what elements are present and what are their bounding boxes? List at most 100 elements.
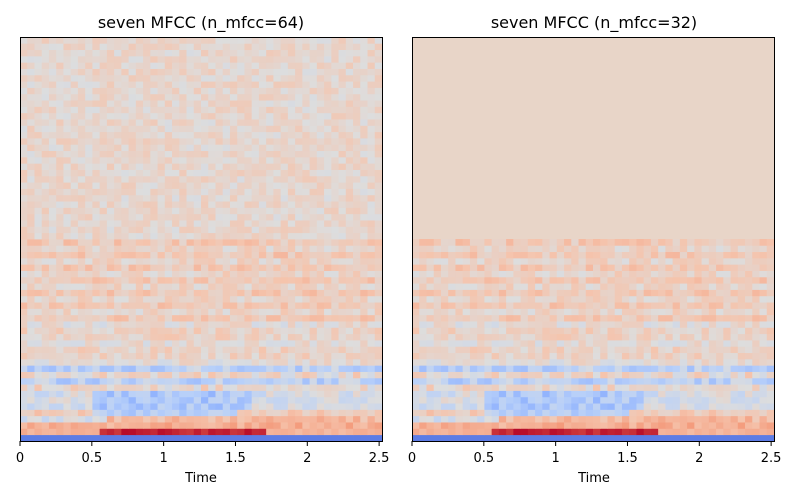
heatmap-cell bbox=[208, 276, 216, 284]
heatmap-cell bbox=[412, 283, 420, 290]
heatmap-cell bbox=[708, 270, 717, 278]
heatmap-cell bbox=[556, 327, 565, 335]
heatmap-cell bbox=[237, 175, 245, 183]
heatmap-cell bbox=[186, 390, 195, 398]
heatmap-cell bbox=[244, 144, 253, 152]
heatmap-cell bbox=[266, 264, 274, 271]
heatmap-cell bbox=[374, 220, 383, 227]
heatmap-cell bbox=[316, 150, 325, 158]
heatmap-cell bbox=[215, 289, 224, 297]
heatmap-cell bbox=[193, 68, 202, 76]
heatmap-cell bbox=[316, 93, 325, 101]
heatmap-cell bbox=[244, 87, 253, 95]
heatmap-cell bbox=[20, 62, 28, 69]
heatmap-cell bbox=[679, 340, 688, 347]
heatmap-cell bbox=[324, 163, 332, 170]
heatmap-cell bbox=[63, 220, 72, 227]
heatmap-cell bbox=[135, 201, 144, 208]
heatmap-cell bbox=[353, 169, 361, 177]
heatmap-cell bbox=[150, 213, 158, 221]
heatmap-cell bbox=[316, 428, 325, 436]
heatmap-cell bbox=[331, 100, 339, 107]
heatmap-cell bbox=[237, 188, 245, 196]
heatmap-cell bbox=[564, 434, 572, 442]
heatmap-cell bbox=[316, 220, 325, 227]
heatmap-cell bbox=[440, 340, 449, 347]
heatmap-cell bbox=[607, 251, 616, 259]
heatmap-cell bbox=[491, 302, 500, 309]
heatmap-cell bbox=[295, 283, 303, 290]
heatmap-cell bbox=[367, 321, 376, 328]
heatmap-cell bbox=[506, 340, 514, 347]
heatmap-cell bbox=[295, 377, 303, 385]
heatmap-cell bbox=[549, 308, 558, 316]
heatmap-cell bbox=[498, 264, 507, 271]
heatmap-cell bbox=[643, 245, 652, 253]
heatmap-cell bbox=[412, 396, 420, 404]
heatmap-cell bbox=[462, 340, 471, 347]
heatmap-cell bbox=[506, 302, 514, 309]
heatmap-cell bbox=[135, 112, 144, 120]
heatmap-cell bbox=[737, 365, 746, 372]
x-axis-right: 0 0.5 1 1.5 2 2.5 bbox=[408, 441, 781, 466]
heatmap-cell bbox=[34, 112, 43, 120]
heatmap-cell bbox=[360, 81, 368, 88]
heatmap-cell bbox=[41, 43, 50, 51]
heatmap-cell bbox=[92, 201, 101, 208]
heatmap-cell bbox=[280, 346, 289, 354]
heatmap-cell bbox=[121, 175, 129, 183]
heatmap-cell bbox=[215, 138, 224, 145]
heatmap-cell bbox=[128, 390, 137, 398]
heatmap-cell bbox=[498, 327, 507, 335]
heatmap-cell bbox=[287, 37, 296, 44]
heatmap-cell bbox=[353, 37, 361, 44]
heatmap-cell bbox=[77, 163, 86, 170]
heatmap-cell bbox=[338, 365, 347, 372]
heatmap-cell bbox=[201, 358, 209, 366]
heatmap-cell bbox=[222, 100, 231, 107]
heatmap-cell bbox=[208, 194, 216, 202]
heatmap-cell bbox=[99, 257, 108, 265]
heatmap-cell bbox=[208, 232, 216, 240]
heatmap-cell bbox=[229, 213, 238, 221]
heatmap-cell bbox=[716, 308, 724, 316]
heatmap-cell bbox=[593, 422, 601, 429]
heatmap-cell bbox=[331, 245, 339, 253]
heatmap-cell bbox=[520, 340, 529, 347]
heatmap-cell bbox=[419, 321, 427, 328]
heatmap-cell bbox=[367, 119, 376, 126]
heatmap-cell bbox=[629, 321, 637, 328]
heatmap-cell bbox=[164, 169, 173, 177]
heatmap-cell bbox=[302, 358, 310, 366]
heatmap-cell bbox=[237, 112, 245, 120]
heatmap-cell bbox=[85, 352, 93, 360]
heatmap-cell bbox=[309, 37, 318, 44]
heatmap-cell bbox=[85, 207, 93, 215]
heatmap-cell bbox=[440, 428, 449, 436]
heatmap-cell bbox=[469, 333, 478, 341]
heatmap-cell bbox=[244, 226, 253, 234]
heatmap-cell bbox=[455, 276, 464, 284]
heatmap-cell bbox=[484, 308, 493, 316]
heatmap-cell bbox=[672, 428, 681, 436]
heatmap-cell bbox=[157, 409, 166, 417]
heatmap-cell bbox=[513, 321, 521, 328]
heatmap-cell bbox=[752, 415, 760, 423]
heatmap-cell bbox=[229, 93, 238, 101]
heatmap-cell bbox=[723, 358, 731, 366]
heatmap-cell bbox=[737, 415, 746, 423]
heatmap-cell bbox=[694, 352, 702, 360]
heatmap-cell bbox=[215, 308, 224, 316]
heatmap-cell bbox=[636, 415, 645, 423]
heatmap-cell bbox=[708, 308, 717, 316]
heatmap-cell bbox=[360, 138, 368, 145]
heatmap-cell bbox=[99, 264, 108, 271]
heatmap-cell bbox=[629, 333, 637, 341]
heatmap-cell bbox=[324, 251, 332, 259]
heatmap-cell bbox=[513, 434, 521, 442]
heatmap-cell bbox=[593, 390, 601, 398]
heatmap-cell bbox=[179, 156, 187, 164]
heatmap-cell bbox=[324, 182, 332, 189]
heatmap-cell bbox=[287, 302, 296, 309]
heatmap-cell bbox=[70, 163, 79, 170]
